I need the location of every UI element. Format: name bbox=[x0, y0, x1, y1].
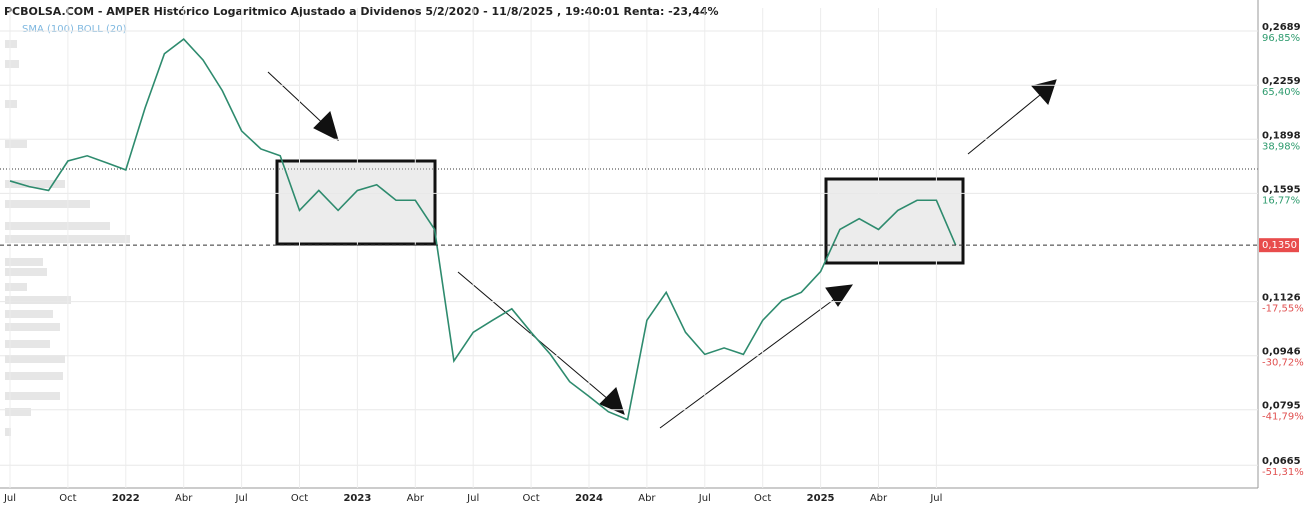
price-line bbox=[9, 38, 957, 421]
y-tick-label: 0,2259 bbox=[1262, 76, 1301, 87]
range-box bbox=[275, 159, 437, 246]
x-tick-label: Oct bbox=[291, 493, 308, 504]
y-tick-label: 0,2689 bbox=[1262, 22, 1301, 33]
x-tick-label: Jul bbox=[929, 493, 942, 504]
y-tick-label: 0,1595 bbox=[1262, 184, 1301, 195]
x-tick-label: Oct bbox=[59, 493, 76, 504]
indicator-legend: SMA (100) BOLL (20) bbox=[22, 24, 127, 35]
x-tick-label: Jul bbox=[3, 493, 16, 504]
y-tick-change: -51,31% bbox=[1262, 467, 1304, 478]
y-tick-label: 0,1898 bbox=[1262, 130, 1301, 141]
x-tick-label: 2022 bbox=[112, 493, 140, 504]
x-tick-label: Oct bbox=[754, 493, 771, 504]
x-tick-label: 2024 bbox=[575, 493, 603, 504]
x-tick-label: Jul bbox=[698, 493, 711, 504]
range-box bbox=[824, 177, 965, 265]
y-tick-change: -30,72% bbox=[1262, 358, 1304, 369]
x-tick-label: Jul bbox=[235, 493, 248, 504]
x-tick-label: 2023 bbox=[343, 493, 371, 504]
y-tick-label: 0,0665 bbox=[1262, 456, 1301, 467]
y-tick-label: 0,0946 bbox=[1262, 347, 1301, 358]
last-price-label: 0,1350 bbox=[1262, 240, 1297, 251]
x-tick-label: Abr bbox=[175, 493, 193, 504]
y-tick-change: 38,98% bbox=[1262, 141, 1300, 152]
chart-title: PCBOLSA.COM - AMPER Histórico Logaritmic… bbox=[4, 5, 719, 18]
x-tick-label: 2025 bbox=[807, 493, 835, 504]
x-tick-label: Abr bbox=[638, 493, 656, 504]
x-tick-label: Oct bbox=[522, 493, 539, 504]
y-tick-change: 65,40% bbox=[1262, 87, 1300, 98]
y-tick-change: -17,55% bbox=[1262, 304, 1304, 315]
y-tick-change: 16,77% bbox=[1262, 195, 1300, 206]
y-tick-change: 96,85% bbox=[1262, 33, 1300, 44]
y-tick-change: -41,79% bbox=[1262, 412, 1304, 423]
x-tick-label: Abr bbox=[870, 493, 888, 504]
y-tick-label: 0,0795 bbox=[1262, 401, 1301, 412]
y-tick-label: 0,1126 bbox=[1262, 293, 1301, 304]
x-tick-label: Jul bbox=[466, 493, 479, 504]
x-tick-label: Abr bbox=[407, 493, 425, 504]
last-price-box bbox=[1259, 238, 1299, 253]
